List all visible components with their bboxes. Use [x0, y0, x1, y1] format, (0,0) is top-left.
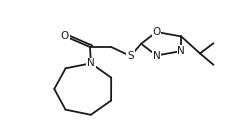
Text: O: O: [61, 31, 69, 41]
Text: N: N: [177, 46, 185, 56]
Text: S: S: [127, 51, 134, 61]
Text: N: N: [153, 51, 160, 60]
Text: N: N: [87, 58, 95, 68]
Text: O: O: [152, 27, 161, 37]
